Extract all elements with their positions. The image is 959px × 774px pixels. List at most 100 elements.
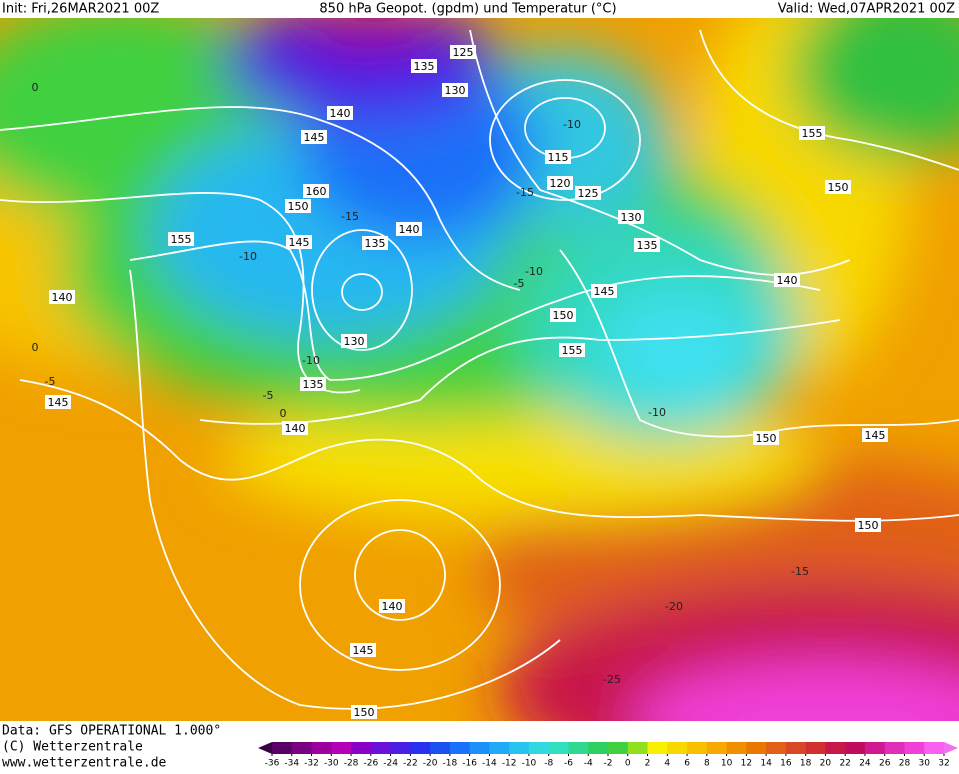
colorbar-tick-label: 28 xyxy=(899,759,911,769)
colorbar-tick-label: -30 xyxy=(324,759,339,769)
temperature-label: -15 xyxy=(791,565,809,578)
colorbar-end xyxy=(944,742,958,754)
geopotential-label: 130 xyxy=(445,84,466,97)
geopotential-label-box xyxy=(575,186,601,200)
colorbar-box xyxy=(608,742,629,754)
geopotential-label: 115 xyxy=(548,151,569,164)
geopotential-label-box xyxy=(799,126,825,140)
temperature-label: -5 xyxy=(263,389,274,402)
map-title: 850 hPa Geopot. (gpdm) und Temperatur (°… xyxy=(319,2,616,17)
geopotential-label: 145 xyxy=(865,429,886,442)
geopotential-label: 135 xyxy=(365,237,386,250)
geopotential-label-box xyxy=(45,395,71,409)
colorbar-box xyxy=(667,742,688,754)
geopotential-label: 140 xyxy=(382,600,403,613)
colorbar-tick-label: -6 xyxy=(564,759,573,769)
colorbar-tick-label: -26 xyxy=(363,759,378,769)
geopotential-label-box xyxy=(49,290,75,304)
geopotential-label-box xyxy=(300,377,326,391)
geopotential-label-box xyxy=(351,705,377,719)
colorbar-box xyxy=(528,742,550,754)
data-source: Data: GFS OPERATIONAL 1.000° xyxy=(2,724,221,739)
colorbar-box xyxy=(509,742,530,754)
geopotential-label: 125 xyxy=(453,46,474,59)
colorbar-tick-label: 14 xyxy=(760,759,772,769)
geopotential-label-box xyxy=(559,343,585,357)
colorbar-box xyxy=(489,742,510,754)
colorbar-box xyxy=(746,742,767,754)
geopotential-label: 155 xyxy=(171,233,192,246)
temperature-label: 0 xyxy=(32,81,39,94)
colorbar-tick-label: -22 xyxy=(403,759,418,769)
geopotential-label: 120 xyxy=(550,177,571,190)
colorbar-tick-label: -32 xyxy=(304,759,319,769)
colorbar-box xyxy=(430,742,451,754)
geopotential-label: 150 xyxy=(354,706,375,719)
geopotential-label-box xyxy=(301,130,327,144)
geopotential-label-box xyxy=(545,150,571,164)
geopotential-label-box xyxy=(327,106,353,120)
temperature-label: -10 xyxy=(525,265,543,278)
geopotential-label-box xyxy=(450,45,476,59)
colorbar-box xyxy=(864,742,886,754)
geopotential-label: 140 xyxy=(777,274,798,287)
temperature-label: -15 xyxy=(516,186,534,199)
colorbar-box xyxy=(351,742,372,754)
colorbar-tick-label: -18 xyxy=(443,759,458,769)
geopotential-label: 145 xyxy=(353,644,374,657)
colorbar-box xyxy=(449,742,471,754)
url: www.wetterzentrale.de xyxy=(2,756,167,771)
colorbar-tick-label: -4 xyxy=(584,759,593,769)
geopotential-label-box xyxy=(547,176,573,190)
colorbar-box xyxy=(726,742,747,754)
geopotential-label-box xyxy=(411,59,437,73)
colorbar-box xyxy=(311,742,332,754)
colorbar-tick-label: -28 xyxy=(344,759,359,769)
temperature-label: -10 xyxy=(302,354,320,367)
valid-label: Valid: Wed,07APR2021 00Z xyxy=(778,2,955,17)
geopotential-label: 150 xyxy=(828,181,849,194)
geopotential-label: 155 xyxy=(802,127,823,140)
colorbar-tick-label: 0 xyxy=(625,759,631,769)
geopotential-label: 155 xyxy=(562,344,583,357)
geopotential-label-box xyxy=(634,238,660,252)
colorbar-box xyxy=(469,742,490,754)
geopotential-label: 140 xyxy=(52,291,73,304)
geopotential-label-box xyxy=(774,273,800,287)
colorbar-tick-label: -2 xyxy=(604,759,613,769)
colorbar-tick-label: -36 xyxy=(265,759,280,769)
geopotential-label-box xyxy=(550,308,576,322)
geopotential-label: 145 xyxy=(48,396,69,409)
geopotential-label: 150 xyxy=(288,200,309,213)
geopotential-label-box xyxy=(350,643,376,657)
colorbar-tick-label: 12 xyxy=(741,759,752,769)
colorbar-tick-label: -16 xyxy=(462,759,477,769)
geopotential-label: 145 xyxy=(594,285,615,298)
colorbar-box xyxy=(904,742,925,754)
colorbar-tick-label: 24 xyxy=(859,759,871,769)
temperature-label: -5 xyxy=(514,277,525,290)
colorbar-tick-label: 32 xyxy=(938,759,949,769)
colorbar-box xyxy=(410,742,431,754)
temperature-label: -15 xyxy=(341,210,359,223)
colorbar-tick-label: 18 xyxy=(800,759,812,769)
geopotential-label-box xyxy=(396,222,422,236)
geopotential-label: 160 xyxy=(306,185,327,198)
temperature-label: -20 xyxy=(665,600,683,613)
geopotential-label: 145 xyxy=(304,131,325,144)
geopotential-label-box xyxy=(618,210,644,224)
colorbar-box xyxy=(370,742,392,754)
colorbar-tick-label: -8 xyxy=(544,759,553,769)
temperature-label: 0 xyxy=(32,341,39,354)
colorbar-box xyxy=(291,742,313,754)
geopotential-label-box xyxy=(362,236,388,250)
colorbar-box xyxy=(647,742,668,754)
colorbar-box xyxy=(627,742,649,754)
geopotential-label-box xyxy=(825,180,851,194)
geopotential-label-box xyxy=(379,599,405,613)
colorbar-box xyxy=(845,742,866,754)
colorbar-tick-label: 20 xyxy=(820,759,832,769)
colorbar-tick-label: 10 xyxy=(721,759,733,769)
